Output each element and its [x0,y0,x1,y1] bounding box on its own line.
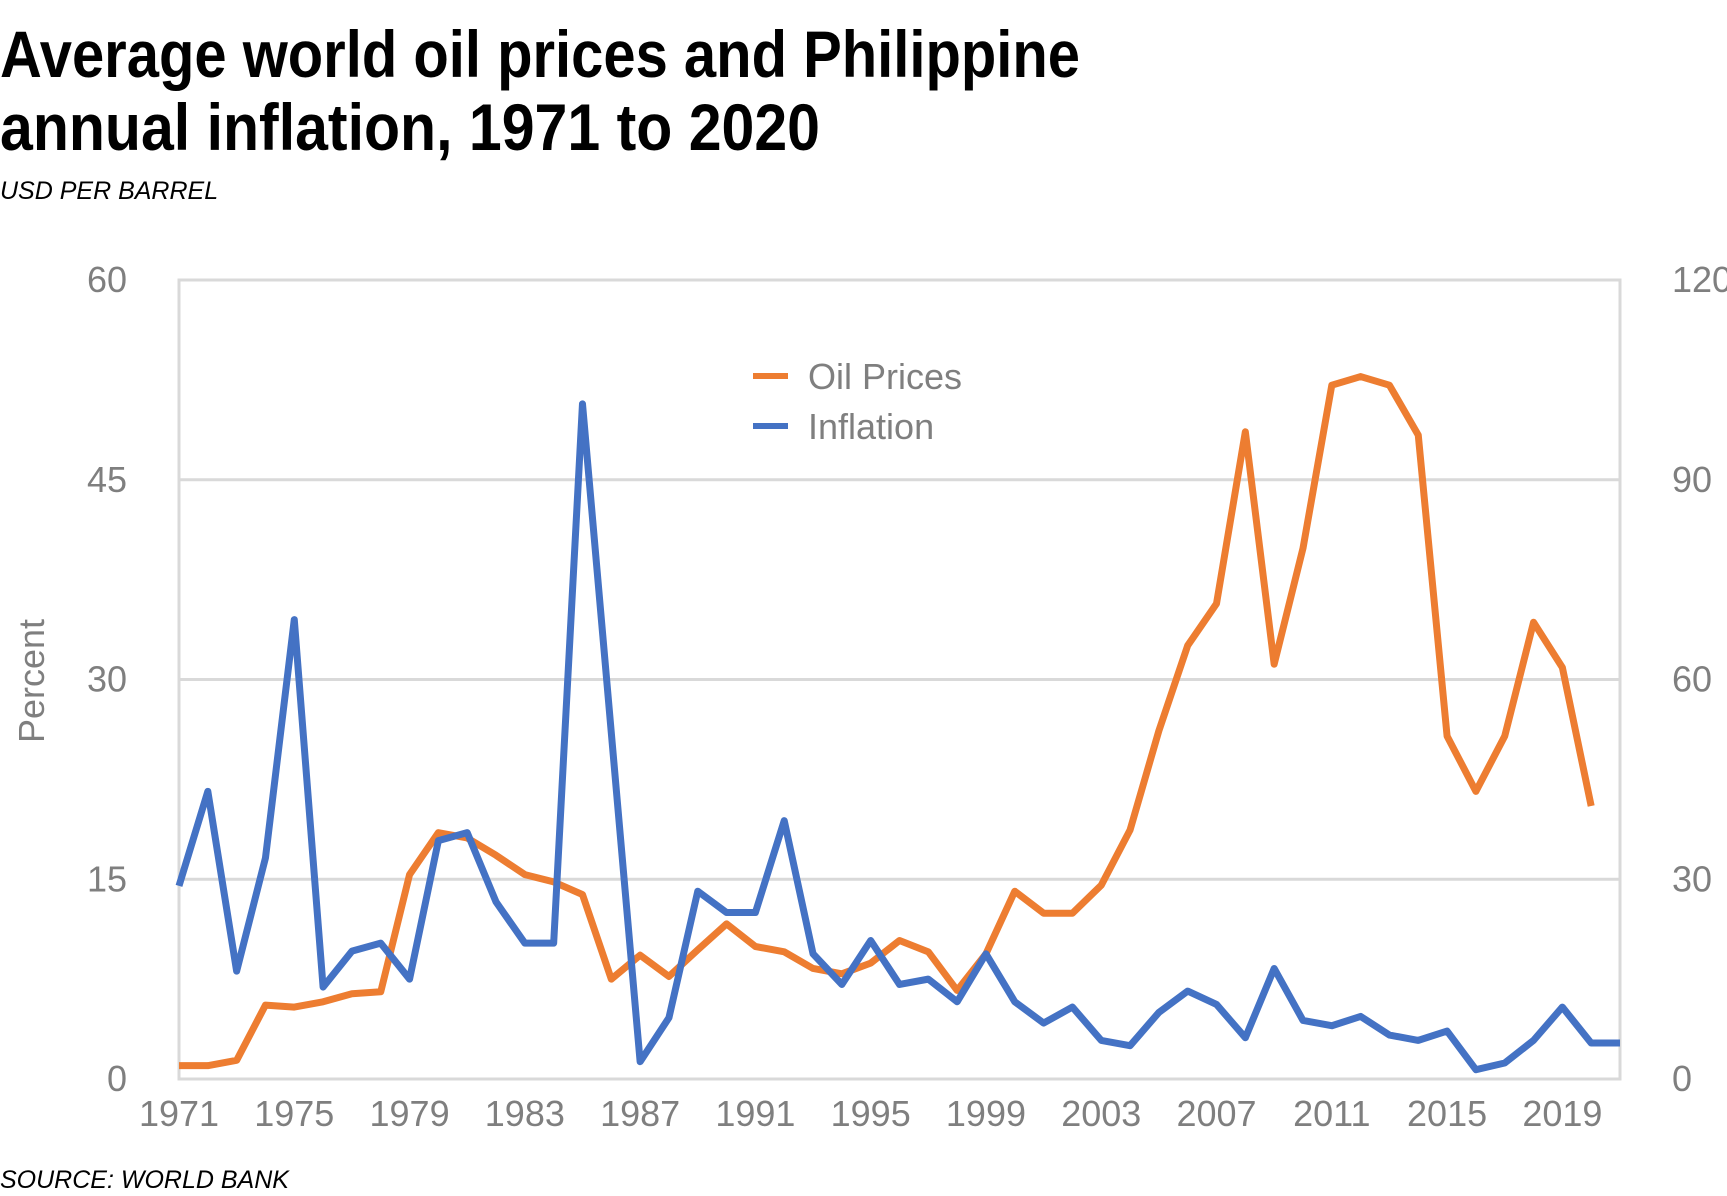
legend-label: Inflation [808,406,934,447]
x-tick-label: 1995 [831,1093,911,1134]
source-note: SOURCE: WORLD BANK [0,1166,290,1194]
chart-title: Average world oil prices and Philippine [0,17,1080,91]
x-tick-label: 2003 [1061,1093,1141,1134]
y2-tick-label: 60 [1672,659,1712,700]
y2-tick-label: 0 [1672,1058,1692,1099]
x-tick-label: 1987 [600,1093,680,1134]
y-tick-label: 45 [87,459,127,500]
x-tick-label: 2011 [1293,1093,1370,1134]
data-line [179,373,1595,1070]
x-tick-label: 1999 [946,1093,1026,1134]
data-line [175,400,1620,1074]
legend-label: Oil Prices [808,356,962,397]
y2-tick-label: 30 [1672,858,1712,899]
x-tick-label: 1983 [485,1093,565,1134]
y-axis-label: Percent [11,619,52,743]
y-tick-label: 15 [87,858,127,899]
y-tick-label: 0 [107,1058,127,1099]
y-tick-label: 60 [87,259,127,300]
y2-tick-label: 90 [1672,459,1712,500]
x-tick-label: 2007 [1176,1093,1256,1134]
chart-subtitle: USD PER BARREL [0,177,218,205]
x-tick-label: 1971 [139,1093,219,1134]
x-tick-label: 1975 [254,1093,334,1134]
x-tick-label: 2015 [1407,1093,1487,1134]
x-tick-label: 1979 [370,1093,450,1134]
x-tick-label: 2019 [1522,1093,1602,1134]
y-tick-label: 30 [87,659,127,700]
y2-tick-label: 120 [1672,259,1727,300]
x-tick-label: 1991 [715,1093,795,1134]
chart-title: annual inflation, 1971 to 2020 [0,90,820,164]
